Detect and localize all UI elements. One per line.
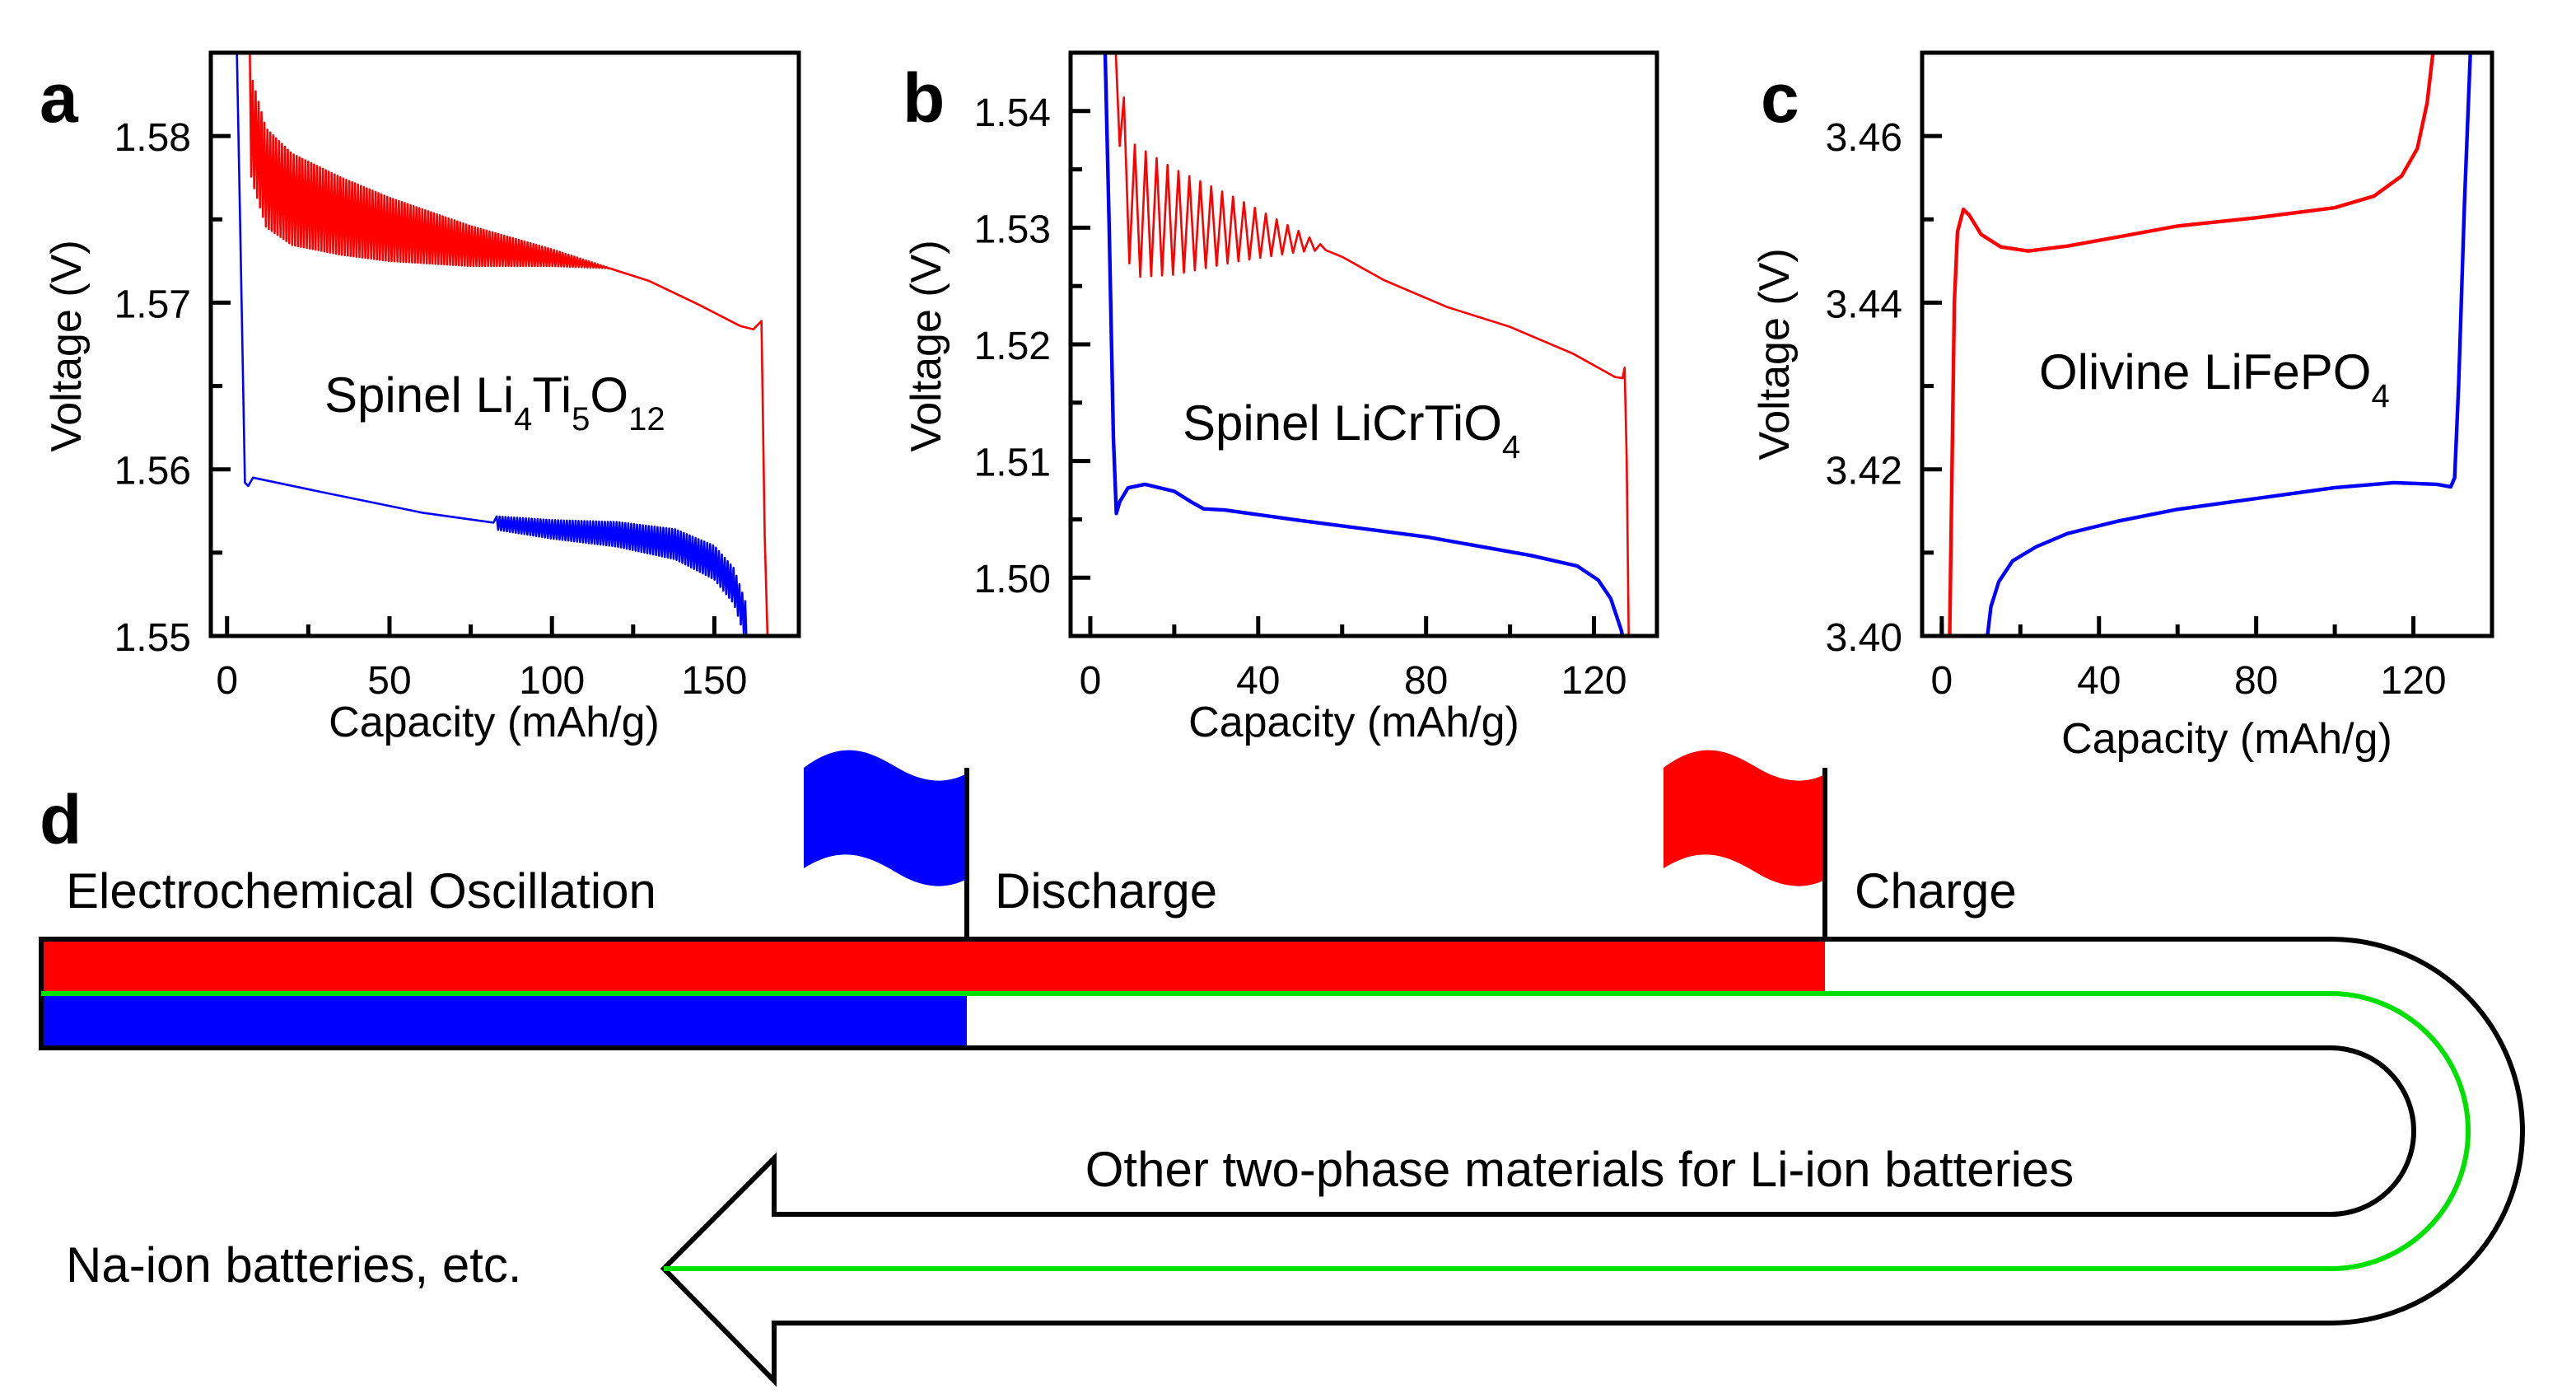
x-tick-label: 40 <box>1236 659 1280 703</box>
annotation-a: Spinel Li4Ti5O12 <box>324 367 665 437</box>
discharge-label: Discharge <box>995 863 1217 919</box>
y-tick-label: 3.42 <box>1826 450 1902 493</box>
x-axis-label-a: Capacity (mAh/g) <box>329 699 660 746</box>
y-tick-label: 1.58 <box>114 116 191 160</box>
x-tick-label: 0 <box>1931 659 1953 703</box>
x-tick-label: 80 <box>2234 659 2278 703</box>
y-tick-label: 1.50 <box>974 558 1051 601</box>
green-path-line <box>41 991 2471 1271</box>
discharge-bar <box>41 994 967 1048</box>
series-group <box>1948 53 2472 636</box>
blue-flag-icon <box>804 750 965 886</box>
panel-d-diagram: d Electrochemical Oscillation Discharge … <box>39 750 2525 1387</box>
series-group <box>236 53 769 636</box>
x-tick-label: 0 <box>1080 659 1102 703</box>
x-axis-label-c: Capacity (mAh/g) <box>2061 715 2392 763</box>
x-tick-label: 80 <box>1404 659 1448 703</box>
plot-b: 0 40 80 120 1.50 1.51 1.52 1.53 1.54 <box>974 50 1659 703</box>
x-tick-label: 100 <box>519 659 585 703</box>
series-group <box>1103 53 1631 636</box>
oscillation-label: Electrochemical Oscillation <box>66 863 656 919</box>
panel-b-chart: b 0 40 80 120 1.50 1.51 1.52 1.53 1.54 Spinel Li… <box>903 50 1659 746</box>
x-tick-label: 120 <box>2381 659 2447 703</box>
panel-a-chart: a 0 50 100 150 1.55 1.56 1.57 1.58 Spinel Li4Ti… <box>40 50 801 746</box>
x-axis-label-b: Capacity (mAh/g) <box>1188 699 1519 746</box>
red-flag-icon <box>1664 750 1825 886</box>
x-tick-label: 120 <box>1561 659 1627 703</box>
na-ion-label: Na-ion batteries, etc. <box>66 1237 522 1293</box>
y-tick-label: 3.46 <box>1826 116 1902 160</box>
x-tick-label: 40 <box>2077 659 2121 703</box>
y-tick-label: 1.52 <box>974 325 1051 368</box>
panel-letter-c: c <box>1761 59 1799 137</box>
charge-curve <box>249 53 769 636</box>
annotation-b: Spinel LiCrTiO4 <box>1183 395 1520 465</box>
plot-c: 0 40 80 120 3.40 3.42 3.44 3.46 <box>1826 50 2494 703</box>
x-tick-label: 150 <box>681 659 747 703</box>
annotation-c: Olivine LiFePO4 <box>2039 344 2390 414</box>
panel-letter-d: d <box>40 781 82 858</box>
y-tick-label: 3.44 <box>1826 283 1902 326</box>
plot-frame <box>1068 50 1659 638</box>
y-axis-label-c: Voltage (V) <box>1751 248 1799 460</box>
charge-curve <box>1948 53 2435 636</box>
y-tick-label: 1.53 <box>974 208 1051 251</box>
discharge-curve <box>1103 53 1625 636</box>
x-tick-label: 0 <box>216 659 238 703</box>
y-axis-label-b: Voltage (V) <box>903 240 950 451</box>
plot-frame <box>208 50 801 638</box>
other-materials-label: Other two-phase materials for Li-ion bat… <box>1085 1142 2074 1197</box>
y-axis-label-a: Voltage (V) <box>43 240 91 451</box>
charge-label: Charge <box>1855 863 2017 919</box>
panel-letter-b: b <box>903 59 945 137</box>
charge-bar <box>41 939 1825 994</box>
y-tick-label: 1.51 <box>974 442 1051 485</box>
x-tick-label: 50 <box>367 659 411 703</box>
y-tick-label: 3.40 <box>1826 616 1902 660</box>
y-tick-label: 1.55 <box>114 616 191 660</box>
plot-frame <box>1920 50 2494 638</box>
y-tick-label: 1.54 <box>974 91 1051 135</box>
y-tick-label: 1.57 <box>114 283 191 326</box>
y-tick-label: 1.56 <box>114 450 191 493</box>
plot-a: 0 50 100 150 1.55 1.56 1.57 1.58 <box>114 50 801 703</box>
panel-letter-a: a <box>40 59 79 137</box>
panel-c-chart: c 0 40 80 120 3.40 3.42 3.44 3.46 Olivine LiFeP… <box>1751 50 2494 763</box>
u-turn-arrow <box>39 937 2525 1387</box>
discharge-curve <box>1986 53 2472 636</box>
charge-curve <box>1114 53 1631 636</box>
discharge-curve <box>236 53 748 636</box>
